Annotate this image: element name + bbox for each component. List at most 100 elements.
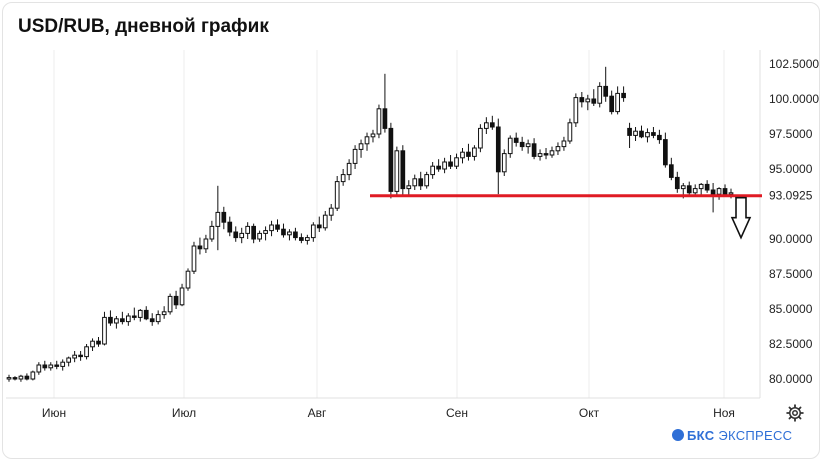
candle-body <box>263 230 268 234</box>
candle-body <box>639 130 644 138</box>
candle-body <box>24 375 30 380</box>
candle-body <box>430 165 436 176</box>
candle-body <box>334 181 340 209</box>
x-tick-label: Июн <box>42 406 66 420</box>
candle-body <box>185 270 191 289</box>
candle-body <box>651 132 656 136</box>
candle-body <box>287 231 292 236</box>
candle-body <box>322 214 328 229</box>
candle-body <box>155 314 161 323</box>
y-tick-label: 80.0000 <box>769 372 813 386</box>
candle-body <box>108 316 113 324</box>
candle-body <box>48 364 54 369</box>
candle-body <box>191 245 197 272</box>
candle-body <box>722 188 728 195</box>
candle-body <box>418 178 424 187</box>
candle-body <box>478 127 483 149</box>
candle-body <box>579 97 585 103</box>
candle-body <box>54 364 60 367</box>
candle-body <box>615 92 620 113</box>
chart-card <box>2 2 820 459</box>
candle-body <box>257 232 262 240</box>
candle-body <box>90 340 95 348</box>
candle-body <box>215 211 221 227</box>
chart-title: USD/RUB, дневной график <box>18 16 269 37</box>
candle-body <box>125 315 131 323</box>
candle-body <box>328 207 334 216</box>
candle-body <box>137 309 143 318</box>
candle-body <box>6 377 12 380</box>
candle-body <box>406 185 412 190</box>
candle-body <box>251 225 256 240</box>
candle-body <box>42 364 48 369</box>
candle-body <box>239 232 245 239</box>
candle-body <box>507 137 513 155</box>
y-tick-label: 82.5000 <box>769 337 813 351</box>
candle-body <box>716 188 722 195</box>
candle-body <box>692 188 698 194</box>
candle-body <box>102 316 107 345</box>
candle-body <box>161 311 167 316</box>
candle-body <box>698 183 704 190</box>
candle-body <box>400 150 406 190</box>
candle-body <box>484 122 489 129</box>
candle-body <box>710 189 716 195</box>
gear-icon[interactable] <box>786 404 804 422</box>
candle-body <box>149 318 155 323</box>
candle-body <box>120 318 125 323</box>
x-tick-label: Окт <box>579 406 600 420</box>
candle-body <box>114 318 119 324</box>
bks-logo-icon <box>672 429 684 441</box>
candle-body <box>603 85 609 97</box>
brand-name: ЭКСПРЕСС <box>718 428 793 443</box>
candle-body <box>275 224 280 230</box>
candle-body <box>412 178 418 187</box>
candle-body <box>454 157 459 167</box>
y-tick-label: 85.0000 <box>769 302 813 316</box>
candle-body <box>424 174 430 187</box>
candle-body <box>663 139 668 166</box>
candle-body <box>304 237 310 241</box>
candle-body <box>203 238 209 250</box>
candle-body <box>221 211 227 223</box>
candle-body <box>668 164 674 178</box>
candle-body <box>680 185 686 190</box>
candle-body <box>60 361 66 367</box>
candle-body <box>472 147 477 157</box>
candle-body <box>364 136 370 145</box>
candle-body <box>179 287 185 306</box>
candle-body <box>513 137 519 143</box>
candle-body <box>18 375 24 380</box>
candle-body <box>627 127 632 136</box>
candle-body <box>78 354 83 358</box>
candle-body <box>704 183 710 191</box>
candle-body <box>352 148 358 164</box>
candle-body <box>131 315 137 318</box>
candle-body <box>537 153 543 157</box>
candle-body <box>245 225 251 234</box>
x-tick-label: Авг <box>308 406 327 420</box>
candle-body <box>555 146 561 152</box>
candle-body <box>573 97 579 124</box>
candle-body <box>597 85 603 104</box>
candle-body <box>346 162 352 176</box>
candle-body <box>358 143 364 150</box>
candle-body <box>30 371 36 380</box>
y-tick-label: 100.0000 <box>769 92 819 106</box>
candle-body <box>585 98 591 103</box>
candle-body <box>269 224 274 232</box>
arrow-down-icon <box>730 196 752 240</box>
y-tick-label: 90.0000 <box>769 232 813 246</box>
candle-body <box>495 126 501 173</box>
brand-logo: БКС ЭКСПРЕСС <box>672 428 792 443</box>
candle-body <box>591 98 597 104</box>
candle-body <box>543 153 549 156</box>
candle-body <box>561 140 567 148</box>
candle-body <box>674 176 680 190</box>
candle-body <box>394 150 400 192</box>
candle-body <box>72 354 77 359</box>
candle-body <box>525 143 531 148</box>
candle-body <box>633 130 638 136</box>
candle-body <box>388 127 394 192</box>
